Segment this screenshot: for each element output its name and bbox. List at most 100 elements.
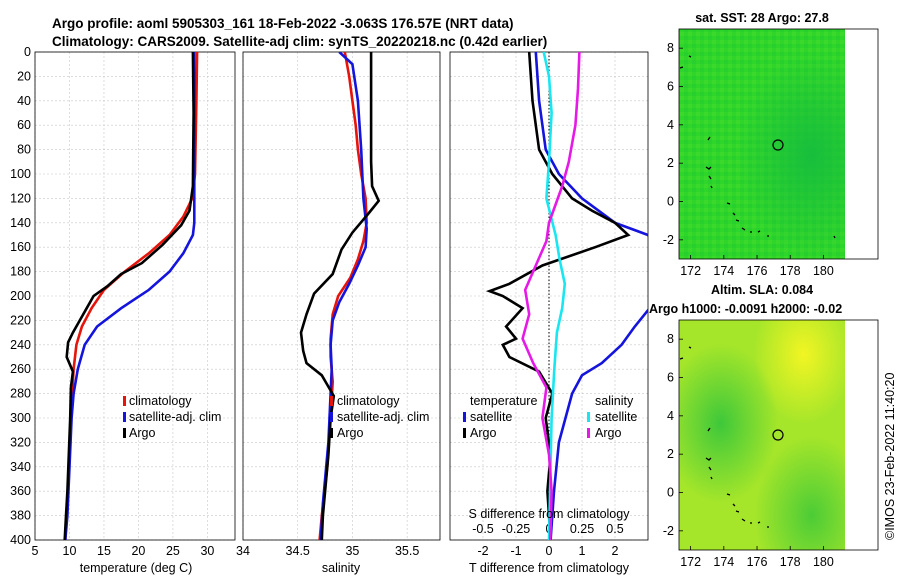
depth-tick-label: 140: [10, 216, 31, 230]
map-y-tick-label: 8: [667, 332, 674, 346]
legend-swatch-satellite: [330, 412, 333, 422]
sla-map: [678, 319, 879, 551]
series-line-t-satellite-deep: [549, 308, 648, 540]
map-x-tick-label: 176: [747, 264, 768, 278]
map-x-tick-label: 174: [713, 555, 734, 569]
x-tick-label: 10: [63, 544, 77, 558]
difference-xlabel2: S difference from climatology: [469, 507, 631, 521]
legend-swatch-s-argo: [587, 428, 590, 438]
sla-coastline: [679, 346, 769, 528]
map-y-tick-label: 0: [667, 486, 674, 500]
difference-xlabel: T difference from climatology: [469, 561, 630, 575]
depth-tick-label: 280: [10, 387, 31, 401]
x-tick-label: 5: [32, 544, 39, 558]
depth-tick-label: 300: [10, 411, 31, 425]
sst-map-frame: [678, 28, 879, 260]
depth-tick-label: 340: [10, 460, 31, 474]
legend-swatch-argo: [330, 428, 333, 438]
x-tick-label: 0: [546, 544, 553, 558]
map-x-tick-label: 172: [680, 264, 701, 278]
series-line-s-argo: [521, 52, 581, 540]
legend-swatch-climatology: [123, 396, 126, 406]
map-x-tick-label: 180: [813, 555, 834, 569]
salinity-legend: climatology satellite-adj. clim Argo: [330, 394, 429, 440]
legend-swatch-satellite: [123, 412, 126, 422]
sla-nodata-area: [845, 320, 878, 550]
map-y-tick-label: 4: [667, 118, 674, 132]
sla-map-title-2: Argo h1000: -0.0091 h2000: -0.02: [649, 302, 842, 316]
depth-tick-label: 320: [10, 435, 31, 449]
legend-swatch-t-satellite: [463, 412, 466, 422]
map-y-tick-label: 4: [667, 409, 674, 423]
s-x-tick-label: -0.5: [472, 522, 494, 536]
depth-tick-label: 0: [24, 45, 31, 59]
sst-coastline: [679, 55, 836, 239]
depth-tick-label: 20: [17, 69, 31, 83]
imos-credit: ©IMOS 23-Feb-2022 11:40:20: [883, 373, 897, 540]
legend-swatch-climatology: [330, 396, 333, 406]
legend-label: climatology: [337, 394, 400, 408]
x-tick-label: 35.5: [395, 544, 419, 558]
x-tick-label: -2: [477, 544, 488, 558]
depth-tick-label: 100: [10, 167, 31, 181]
difference-legend: temperature satellite Argo salinity sate…: [463, 394, 637, 440]
depth-tick-label: 80: [17, 143, 31, 157]
sst-nodata-area: [845, 29, 878, 259]
sla-field-low-2: [679, 320, 845, 550]
x-tick-label: 1: [579, 544, 586, 558]
sla-argo-location-marker: [772, 429, 784, 441]
map-y-tick-label: 0: [667, 195, 674, 209]
x-tick-label: 34: [236, 544, 250, 558]
x-tick-label: 2: [612, 544, 619, 558]
depth-tick-label: 260: [10, 362, 31, 376]
legend-swatch-t-argo: [463, 428, 466, 438]
x-tick-label: 15: [97, 544, 111, 558]
map-ticks: 172 174 176 178 180 8 6 4 2 0 -2 172 174 176 178 180 8 6 4…: [663, 41, 834, 569]
x-tick-label: 20: [131, 544, 145, 558]
legend-label: satellite-adj. clim: [129, 410, 221, 424]
legend-swatch-argo: [123, 428, 126, 438]
sst-map: [678, 28, 879, 260]
map-y-tick-label: 6: [667, 80, 674, 94]
depth-tick-label: 180: [10, 265, 31, 279]
depth-tick-label: 200: [10, 289, 31, 303]
sla-map-title-1: Altim. SLA: 0.084: [711, 283, 813, 297]
sst-argo-location-marker: [772, 139, 784, 151]
map-y-tick-label: 8: [667, 41, 674, 55]
depth-tick-label: 120: [10, 191, 31, 205]
map-x-tick-label: 180: [813, 264, 834, 278]
legend-title-salinity: salinity: [595, 394, 634, 408]
depth-tick-label: 60: [17, 118, 31, 132]
header-line-2: Climatology: CARS2009. Satellite-adj cli…: [52, 34, 547, 49]
legend-label: Argo: [337, 426, 363, 440]
depth-tick-label: 360: [10, 484, 31, 498]
map-y-tick-label: 2: [667, 447, 674, 461]
x-tick-label: 34.5: [286, 544, 310, 558]
map-x-tick-label: 176: [747, 555, 768, 569]
depth-tick-label: 160: [10, 240, 31, 254]
depth-tick-label: 240: [10, 338, 31, 352]
header-line-1: Argo profile: aoml 5905303_161 18-Feb-20…: [52, 16, 513, 31]
x-tick-label: 30: [200, 544, 214, 558]
legend-label: satellite: [470, 410, 512, 424]
depth-tick-label: 40: [17, 94, 31, 108]
map-x-tick-label: 178: [780, 555, 801, 569]
series-line-t-satellite: [534, 52, 648, 238]
panel-frame: [34, 51, 236, 541]
map-x-tick-label: 174: [713, 264, 734, 278]
map-y-tick-label: 2: [667, 156, 674, 170]
legend-title-temperature: temperature: [470, 394, 537, 408]
legend-label: Argo: [595, 426, 621, 440]
map-x-tick-label: 178: [780, 264, 801, 278]
s-x-tick-label: -0.25: [502, 522, 531, 536]
s-x-tick-label: 0.5: [606, 522, 623, 536]
map-y-tick-label: -2: [663, 524, 674, 538]
series-line-s-satellite: [542, 52, 567, 540]
sla-map-frame: [678, 319, 879, 551]
legend-label: Argo: [470, 426, 496, 440]
sst-field-shade: [679, 29, 845, 259]
depth-tick-label: 380: [10, 509, 31, 523]
legend-label: satellite-adj. clim: [337, 410, 429, 424]
series-line-t-argo: [485, 52, 631, 540]
